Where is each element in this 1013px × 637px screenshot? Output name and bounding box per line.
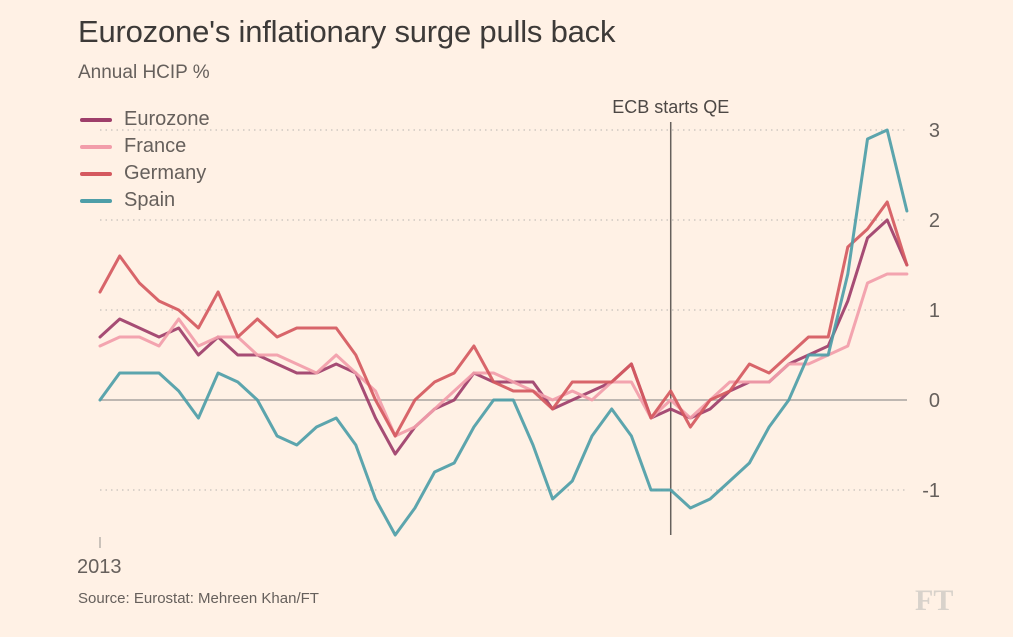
legend-swatch bbox=[80, 117, 112, 122]
y-tick-label: 3 bbox=[929, 120, 940, 142]
series-line-germany bbox=[98, 200, 909, 438]
x-tick-label: 2013 bbox=[77, 556, 122, 578]
y-tick-label: 1 bbox=[929, 300, 940, 322]
legend-item: France bbox=[80, 133, 210, 160]
y-tick-label: -1 bbox=[922, 480, 940, 502]
chart-subtitle: Annual HCIP % bbox=[78, 62, 210, 83]
series-lines bbox=[98, 128, 909, 537]
qe-annotation: ECB starts QE bbox=[612, 97, 729, 535]
legend-swatch bbox=[80, 144, 112, 149]
source-note: Source: Eurostat: Mehreen Khan/FT bbox=[78, 590, 319, 607]
legend-swatch bbox=[80, 171, 112, 176]
legend-swatch bbox=[80, 198, 112, 203]
series-line-spain bbox=[98, 128, 909, 537]
legend-label: Eurozone bbox=[124, 108, 210, 130]
legend-label: France bbox=[124, 135, 187, 157]
ft-logo: FT bbox=[915, 584, 954, 617]
chart-title: Eurozone's inflationary surge pulls back bbox=[78, 14, 616, 49]
legend: Eurozone France Germany Spain bbox=[80, 106, 210, 214]
y-tick-label: 2 bbox=[929, 210, 940, 232]
legend-item: Eurozone bbox=[80, 106, 210, 133]
gridlines bbox=[100, 129, 907, 491]
legend-item: Germany bbox=[80, 160, 210, 187]
legend-label: Spain bbox=[124, 189, 176, 211]
legend-item: Spain bbox=[80, 187, 210, 214]
y-axis-ticks: 3 2 1 0 -1 bbox=[922, 120, 940, 502]
legend-label: Germany bbox=[124, 162, 207, 184]
y-tick-label: 0 bbox=[929, 390, 940, 412]
series-line-france bbox=[98, 272, 909, 438]
x-axis: 2013 bbox=[77, 537, 122, 578]
qe-annotation-label: ECB starts QE bbox=[612, 97, 729, 117]
